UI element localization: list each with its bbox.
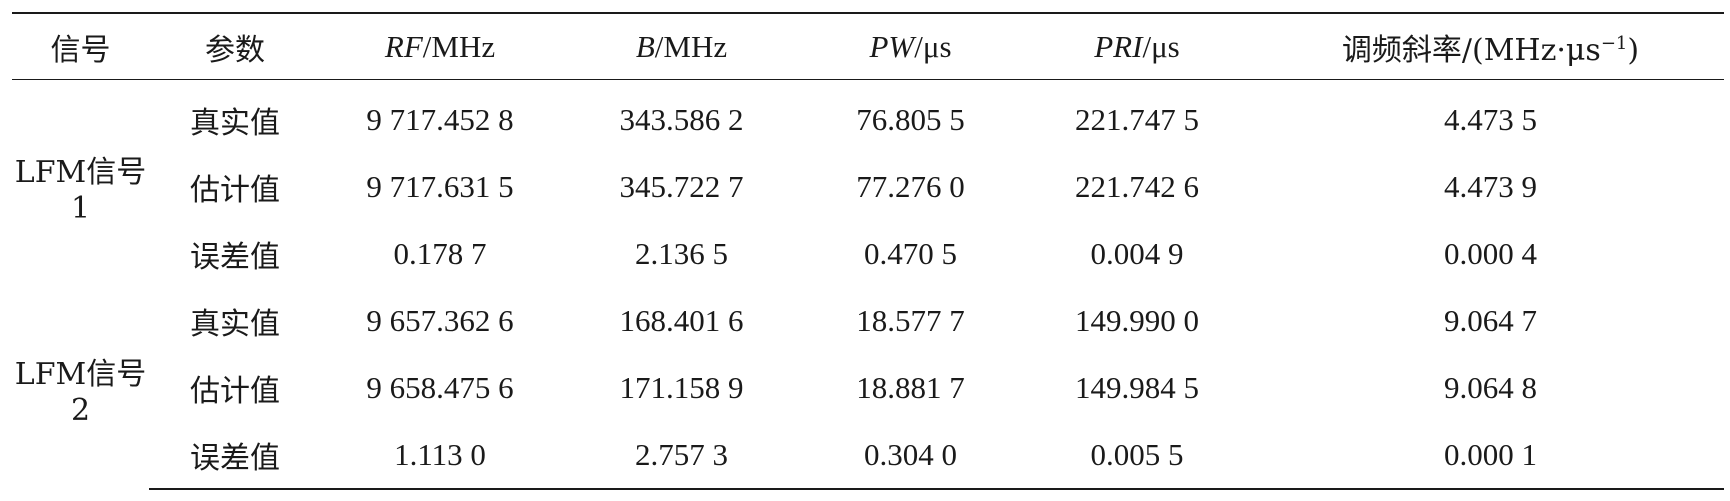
table-row: 误差值 1.113 0 2.757 3 0.304 0 0.005 5 0.00…: [12, 421, 1724, 490]
b-cell: 343.586 2: [619, 101, 744, 137]
rf-cell: 9 717.631 5: [366, 168, 514, 204]
header-pri-var: PRI: [1094, 28, 1143, 64]
param-cell: 真实值: [190, 105, 280, 141]
table-row: 误差值 0.178 7 2.136 5 0.470 5 0.004 9 0.00…: [12, 220, 1724, 287]
header-signal: 信号: [12, 12, 149, 80]
pri-cell: 149.990 0: [1075, 302, 1199, 338]
rf-cell: 9 658.475 6: [366, 369, 514, 405]
header-pw-var: PW: [869, 28, 915, 64]
header-param: 参数: [149, 12, 321, 80]
header-chirp-close: ): [1627, 32, 1640, 68]
chirp-cell: 0.000 1: [1257, 421, 1724, 490]
pw-cell: 0.304 0: [804, 421, 1017, 490]
table-row: 估计值 9 717.631 5 345.722 7 77.276 0 221.7…: [12, 153, 1724, 220]
chirp-cell: 9.064 7: [1444, 302, 1537, 338]
pw-cell: 76.805 5: [856, 101, 965, 137]
header-pw-unit: /μs: [914, 28, 952, 64]
header-chirp-rate: 调频斜率/(MHz·μs−1): [1257, 12, 1724, 80]
chirp-cell: 4.473 9: [1444, 168, 1537, 204]
b-cell: 2.757 3: [559, 421, 804, 490]
b-cell: 2.136 5: [635, 235, 728, 271]
pri-cell: 221.742 6: [1075, 168, 1199, 204]
header-chirp-exp: −1: [1600, 32, 1628, 54]
param-cell: 真实值: [190, 306, 280, 342]
rf-cell: 9 657.362 6: [366, 302, 514, 338]
header-rf-var: RF: [384, 28, 423, 64]
param-cell: 误差值: [190, 239, 280, 275]
parameter-table-container: 信号 参数 RF/MHz B/MHz PW/μs PRI/μs 调频斜率/(MH…: [12, 12, 1724, 490]
pri-cell: 221.747 5: [1075, 101, 1199, 137]
b-cell: 168.401 6: [619, 302, 744, 338]
signal-name-cell: LFM信号2: [14, 356, 147, 428]
header-rf-unit: /MHz: [422, 28, 496, 64]
table-row: LFM信号1 真实值 9 717.452 8 343.586 2 76.805 …: [12, 80, 1724, 227]
pw-cell: 0.470 5: [864, 235, 957, 271]
signal-name-cell: LFM信号1: [14, 155, 147, 226]
rf-cell: 1.113 0: [321, 421, 559, 490]
pw-cell: 77.276 0: [856, 168, 965, 204]
header-b: B/MHz: [559, 12, 804, 80]
pri-cell: 149.984 5: [1075, 369, 1199, 405]
header-pri-unit: /μs: [1142, 28, 1180, 64]
pri-cell: 0.004 9: [1090, 235, 1184, 271]
table-row: LFM信号2 真实值 9 657.362 6 168.401 6 18.577 …: [12, 287, 1724, 428]
pri-cell: 0.005 5: [1017, 421, 1257, 490]
b-cell: 171.158 9: [619, 369, 744, 405]
chirp-cell: 9.064 8: [1444, 369, 1537, 405]
rf-cell: 9 717.452 8: [366, 101, 514, 137]
param-cell: 误差值: [149, 421, 321, 490]
header-rf: RF/MHz: [321, 12, 559, 80]
table-header-row: 信号 参数 RF/MHz B/MHz PW/μs PRI/μs 调频斜率/(MH…: [12, 12, 1724, 80]
pw-cell: 18.881 7: [856, 369, 965, 405]
b-cell: 345.722 7: [619, 168, 744, 204]
table-row: 估计值 9 658.475 6 171.158 9 18.881 7 149.9…: [12, 354, 1724, 421]
parameter-estimation-table: 信号 参数 RF/MHz B/MHz PW/μs PRI/μs 调频斜率/(MH…: [12, 12, 1724, 490]
chirp-cell: 0.000 4: [1444, 235, 1537, 271]
header-pw: PW/μs: [804, 12, 1017, 80]
rf-cell: 0.178 7: [393, 235, 487, 271]
param-cell: 估计值: [190, 373, 280, 409]
header-b-unit: /MHz: [654, 28, 728, 64]
header-b-var: B: [635, 28, 655, 64]
header-pri: PRI/μs: [1017, 12, 1257, 80]
chirp-cell: 4.473 5: [1444, 101, 1537, 137]
pw-cell: 18.577 7: [856, 302, 965, 338]
header-chirp-label: 调频斜率/(MHz·μs: [1341, 32, 1601, 68]
param-cell: 估计值: [190, 172, 280, 208]
